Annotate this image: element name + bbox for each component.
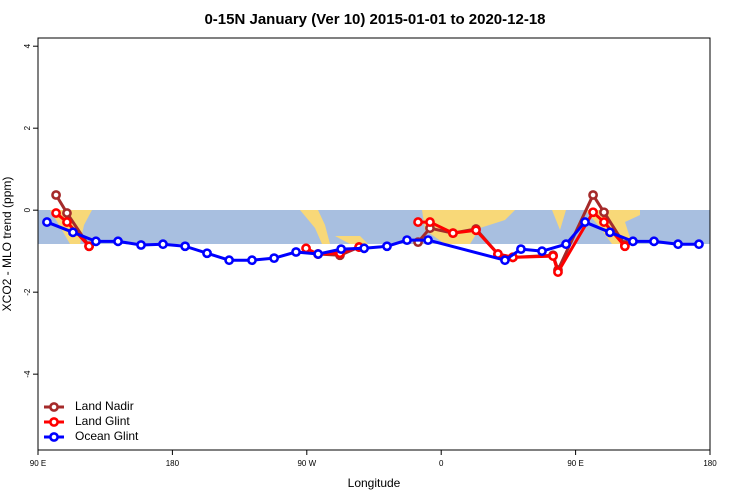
point <box>269 253 279 264</box>
point <box>537 246 547 257</box>
x-tick-label: 90 W <box>297 459 316 468</box>
point <box>359 243 370 254</box>
point <box>68 227 78 238</box>
point <box>694 239 704 250</box>
point <box>158 239 168 250</box>
x-tick-label: 90 E <box>30 459 46 468</box>
point <box>51 208 61 218</box>
point <box>224 255 235 266</box>
point <box>561 239 571 250</box>
point <box>402 235 412 246</box>
point <box>301 243 311 254</box>
y-tick-label: 4 <box>23 43 32 48</box>
legend-marker <box>49 432 59 442</box>
plot-frame <box>37 37 711 451</box>
y-tick-label: -4 <box>23 370 32 378</box>
point <box>247 255 257 266</box>
point <box>580 217 590 227</box>
legend-label: Ocean Glint <box>75 429 139 443</box>
point <box>605 227 615 238</box>
x-tick-label: 180 <box>703 459 717 468</box>
legend-label: Land Glint <box>75 414 130 428</box>
x-axis-label: Longitude <box>348 476 401 490</box>
point <box>425 217 435 227</box>
point <box>180 241 190 252</box>
point <box>619 241 630 252</box>
point <box>599 207 609 218</box>
point <box>62 217 72 227</box>
point <box>471 225 481 236</box>
legend-label: Land Nadir <box>75 399 134 413</box>
point <box>91 236 101 247</box>
point <box>51 190 61 200</box>
legend-marker <box>49 417 59 427</box>
chart-title: 0-15N January (Ver 10) 2015-01-01 to 202… <box>204 11 545 28</box>
point <box>673 239 683 250</box>
point <box>553 267 563 277</box>
point <box>291 247 301 257</box>
point <box>448 228 458 239</box>
point <box>113 236 123 247</box>
legend-marker <box>49 402 59 412</box>
point <box>313 249 324 259</box>
point <box>136 240 146 250</box>
x-tick-label: 90 E <box>567 459 583 468</box>
point <box>413 217 423 227</box>
point <box>516 244 526 255</box>
series-line <box>46 220 699 262</box>
point <box>84 241 94 252</box>
point <box>423 235 433 246</box>
x-tick-label: 0 <box>439 459 444 468</box>
y-axis-label: XCO2 - MLO trend (ppm) <box>0 177 14 312</box>
point <box>500 255 510 266</box>
y-tick-label: 0 <box>23 207 32 212</box>
point <box>42 217 52 227</box>
point <box>336 244 347 255</box>
point <box>649 236 659 247</box>
point <box>548 251 558 261</box>
x-tick-label: 180 <box>166 459 180 468</box>
point <box>588 207 598 218</box>
y-tick-label: 2 <box>23 125 32 130</box>
point <box>382 241 392 252</box>
point <box>202 248 212 259</box>
point <box>628 236 638 247</box>
point <box>62 208 72 218</box>
point <box>599 217 609 227</box>
y-tick-label: -2 <box>23 288 32 296</box>
point <box>588 190 598 200</box>
